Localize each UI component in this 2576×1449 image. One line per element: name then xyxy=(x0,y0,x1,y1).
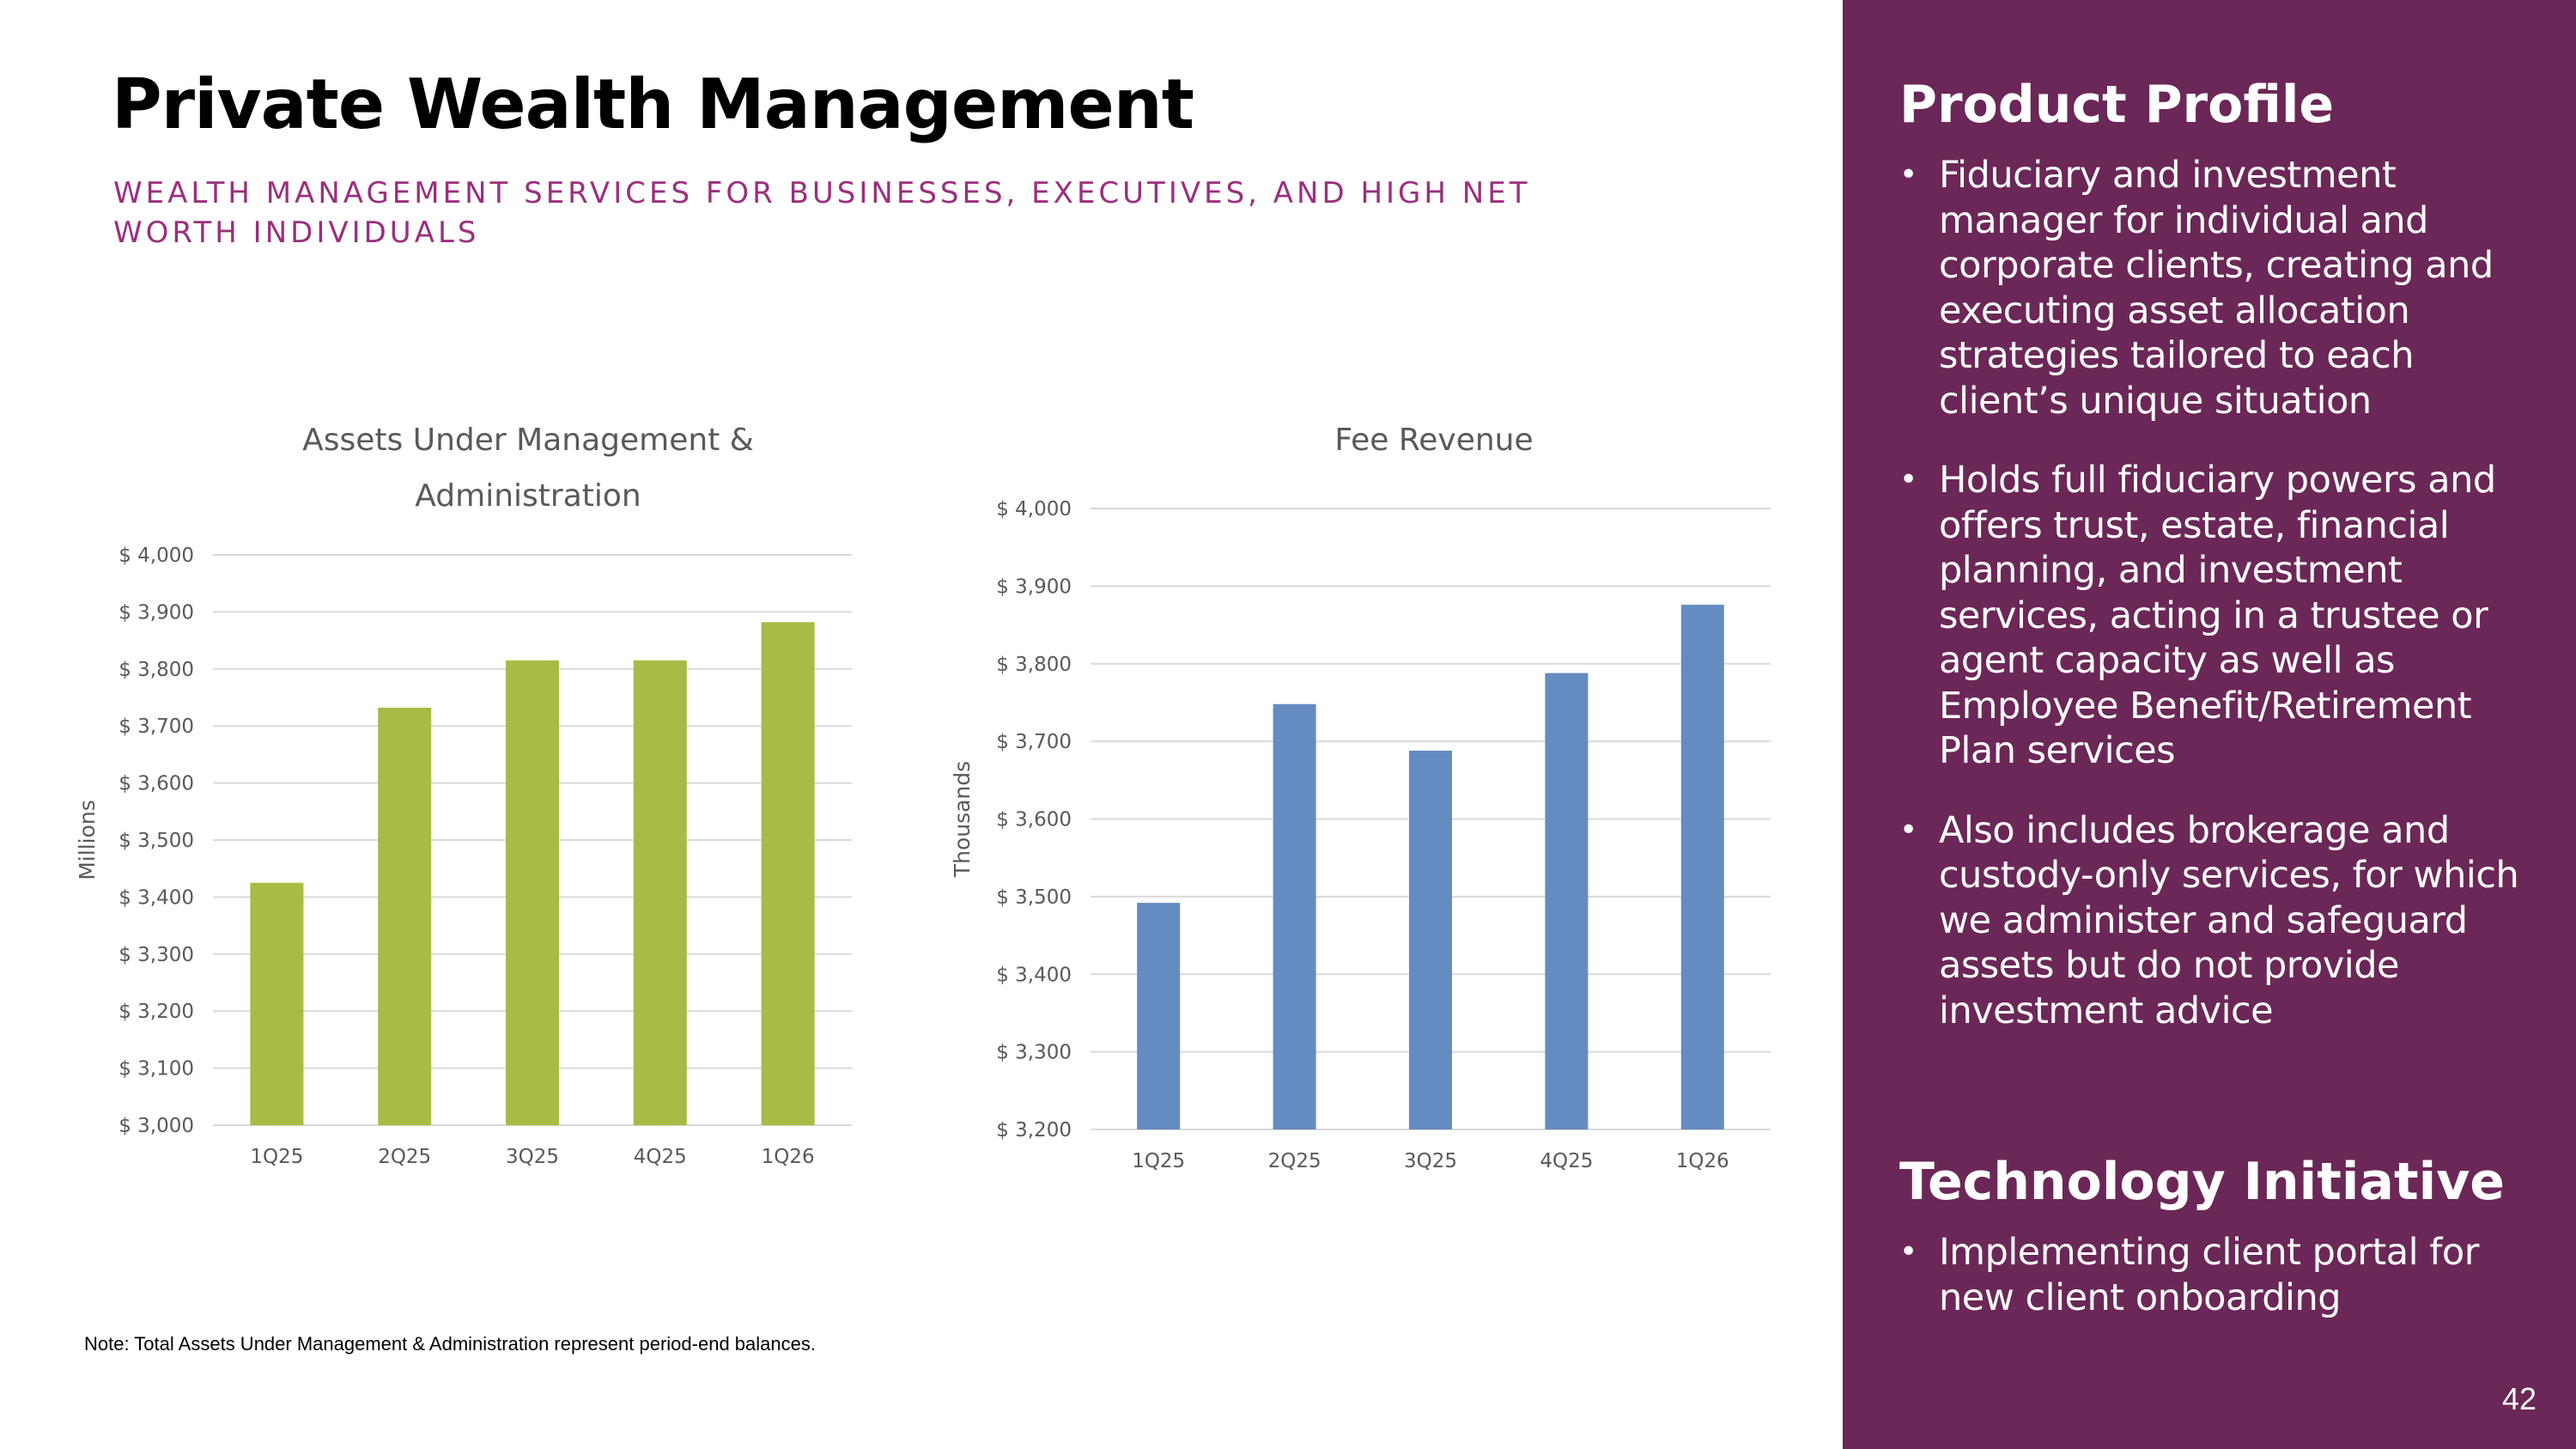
x-tick-label: 1Q26 xyxy=(762,1146,815,1168)
y-tick-label: $ 3,700 xyxy=(996,731,1072,753)
page-number: 42 xyxy=(2501,1381,2537,1416)
y-tick-label: $ 3,200 xyxy=(118,1001,194,1023)
bar xyxy=(250,882,304,1125)
aum-chart-plot: $ 3,000 $ 3,100 $ 3,200 $ 3,300 $ 3,400 $ 3,5… xyxy=(75,545,852,1168)
technology-initiative-heading: Technology Initiative xyxy=(1899,1152,2505,1212)
y-tick-label: $ 3,600 xyxy=(118,773,194,795)
y-tick-label: $ 3,600 xyxy=(996,809,1072,831)
x-tick-label: 1Q25 xyxy=(250,1146,303,1168)
y-tick-label: $ 3,800 xyxy=(996,654,1072,676)
technology-initiative-list: Implementing client portal for new clien… xyxy=(1899,1230,2540,1355)
bar xyxy=(1545,673,1589,1129)
aum-chart: Assets Under Management & Administration… xyxy=(60,412,884,1185)
y-tick-label: $ 3,400 xyxy=(996,964,1072,986)
page-subtitle: WEALTH MANAGEMENT SERVICES FOR BUSINESSE… xyxy=(113,176,1531,250)
bar xyxy=(633,660,687,1125)
page-title: Private Wealth Management xyxy=(112,64,1194,144)
x-tick-label: 2Q25 xyxy=(378,1146,431,1168)
bar xyxy=(378,707,432,1125)
profile-bullet: Also includes brokerage and custody-only… xyxy=(1899,808,2540,1034)
bar xyxy=(1409,750,1452,1129)
product-profile-list: Fiduciary and investment manager for ind… xyxy=(1899,153,2540,1068)
bar xyxy=(761,622,815,1125)
y-tick-label: $ 3,500 xyxy=(118,830,194,852)
bar xyxy=(506,660,559,1125)
bar xyxy=(1137,903,1181,1129)
fee-chart-plot: $ 3,200 $ 3,300 $ 3,400 $ 3,500 $ 3,600 $ 3,7… xyxy=(950,498,1771,1172)
y-tick-label: $ 3,900 xyxy=(118,601,194,624)
y-tick-label: $ 3,500 xyxy=(996,886,1072,909)
product-profile-heading: Product Profile xyxy=(1899,75,2335,135)
footnote: Note: Total Assets Under Management & Ad… xyxy=(84,1333,816,1355)
x-tick-label: 4Q25 xyxy=(1540,1150,1593,1172)
x-tick-label: 3Q25 xyxy=(506,1146,559,1168)
y-tick-label: $ 3,700 xyxy=(118,715,194,738)
y-axis-label: Millions xyxy=(75,800,100,880)
x-tick-label: 1Q26 xyxy=(1676,1150,1729,1172)
y-tick-label: $ 3,000 xyxy=(118,1115,194,1137)
bar xyxy=(1273,703,1316,1129)
y-axis-label: Thousands xyxy=(950,761,975,878)
y-tick-label: $ 3,800 xyxy=(118,659,194,681)
fee-chart-title: Fee Revenue xyxy=(1334,423,1534,458)
y-tick-label: $ 3,200 xyxy=(996,1119,1072,1142)
x-tick-label: 3Q25 xyxy=(1404,1150,1457,1172)
x-tick-label: 4Q25 xyxy=(634,1146,687,1168)
bar xyxy=(1680,605,1724,1129)
aum-chart-title: Assets Under Management & Administration xyxy=(302,423,754,514)
y-tick-label: $ 3,100 xyxy=(118,1058,194,1081)
y-tick-label: $ 3,900 xyxy=(996,575,1072,598)
fee-chart: Fee Revenue $ 3,200 $ 3,300 $ 3,400 $ 3,500… xyxy=(936,412,1795,1185)
y-tick-label: $ 3,300 xyxy=(996,1042,1072,1064)
y-tick-label: $ 3,400 xyxy=(118,886,194,909)
y-tick-label: $ 4,000 xyxy=(118,545,194,567)
profile-bullet: Holds full fiduciary powers and offers t… xyxy=(1899,458,2540,774)
y-tick-label: $ 4,000 xyxy=(996,498,1072,521)
x-tick-label: 1Q25 xyxy=(1132,1150,1185,1172)
product-panel: Product Profile Fiduciary and investment… xyxy=(1843,0,2576,1449)
tech-bullet: Implementing client portal for new clien… xyxy=(1899,1230,2540,1320)
y-tick-label: $ 3,300 xyxy=(118,944,194,966)
x-tick-label: 2Q25 xyxy=(1268,1150,1321,1172)
profile-bullet: Fiduciary and investment manager for ind… xyxy=(1899,153,2540,423)
